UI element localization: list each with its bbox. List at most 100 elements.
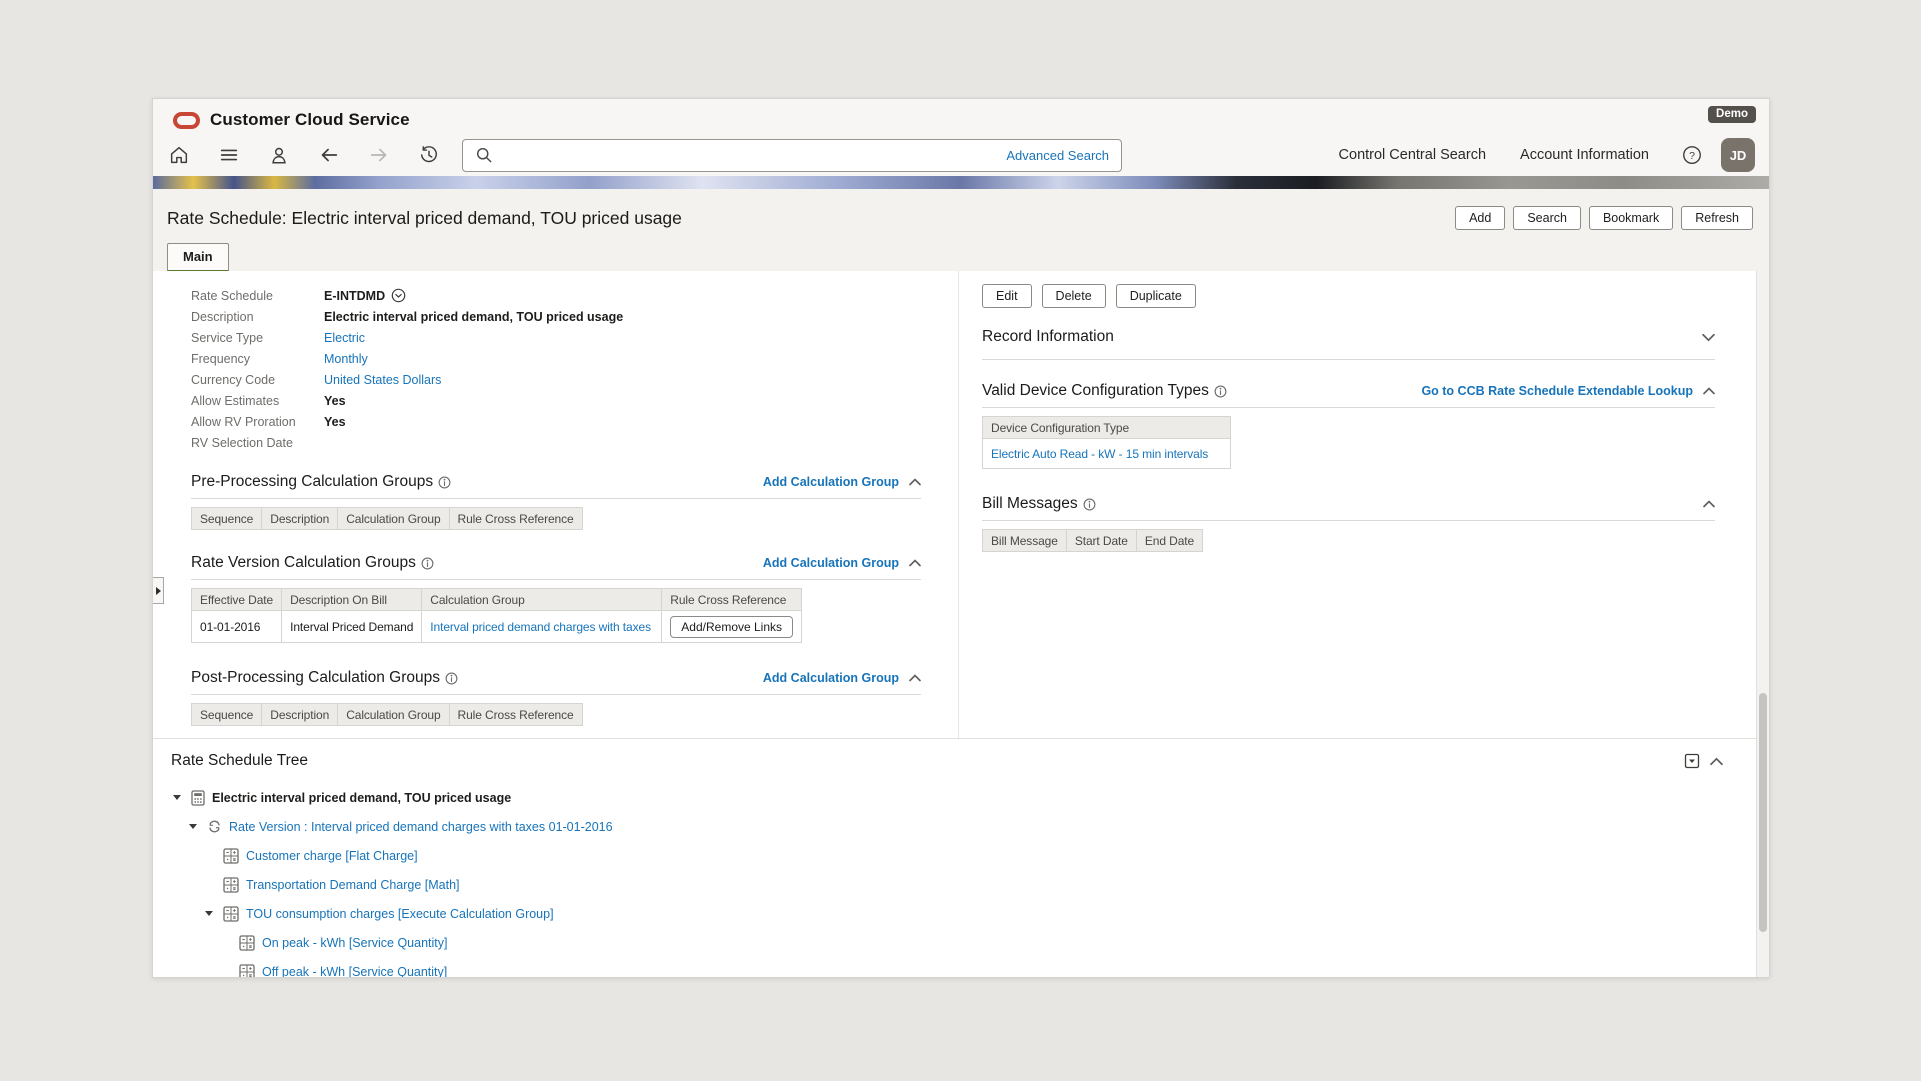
device-config-link[interactable]: Electric Auto Read - kW - 15 min interva… xyxy=(991,446,1209,461)
menu-icon[interactable] xyxy=(217,143,241,167)
tree-node-label[interactable]: Electric interval priced demand, TOU pri… xyxy=(212,790,512,805)
info-icon[interactable] xyxy=(445,672,458,685)
nav-account-information[interactable]: Account Information xyxy=(1520,147,1649,163)
collapse-icon[interactable] xyxy=(1710,757,1723,766)
currency-code-link[interactable]: United States Dollars xyxy=(324,372,442,387)
add-calculation-group-link[interactable]: Add Calculation Group xyxy=(762,475,899,489)
cell-description-on-bill: Interval Priced Demand xyxy=(281,610,423,643)
info-icon[interactable] xyxy=(1083,498,1096,511)
collapse-icon[interactable] xyxy=(909,674,921,682)
calculation-group-link[interactable]: Interval priced demand charges with taxe… xyxy=(430,619,651,634)
caret-down-icon[interactable] xyxy=(173,795,187,800)
collapse-icon[interactable] xyxy=(1703,387,1715,395)
tree-node-label[interactable]: TOU consumption charges [Execute Calcula… xyxy=(246,906,554,921)
collapse-icon[interactable] xyxy=(909,559,921,567)
chevron-down-icon[interactable] xyxy=(1702,333,1715,342)
side-panel-toggle[interactable] xyxy=(153,577,164,604)
column-header: Calculation Group xyxy=(421,588,663,611)
forward-icon[interactable] xyxy=(367,143,391,167)
table-row: Electric Auto Read - kW - 15 min interva… xyxy=(982,438,1231,469)
section-title: Record Information xyxy=(982,328,1114,345)
field-label: Service Type xyxy=(191,330,264,345)
frequency-link[interactable]: Monthly xyxy=(324,351,368,366)
column-header: Calculation Group xyxy=(337,507,450,530)
column-header: Rule Cross Reference xyxy=(661,588,803,611)
add-remove-links-button[interactable]: Add/Remove Links xyxy=(670,615,794,638)
calculator-icon xyxy=(191,789,205,806)
context-menu-icon[interactable] xyxy=(391,288,406,303)
caret-down-icon[interactable] xyxy=(205,911,219,916)
search-button[interactable]: Search xyxy=(1513,206,1581,230)
column-header: Rule Cross Reference xyxy=(448,507,583,530)
column-header: Description On Bill xyxy=(281,588,423,611)
tree-node-label[interactable]: Customer charge [Flat Charge] xyxy=(246,848,418,863)
column-header: Calculation Group xyxy=(337,703,450,726)
add-button[interactable]: Add xyxy=(1455,206,1506,230)
info-icon[interactable] xyxy=(438,476,451,489)
avatar[interactable]: JD xyxy=(1721,138,1755,172)
help-icon[interactable]: ? xyxy=(1681,144,1703,166)
history-icon[interactable] xyxy=(417,143,441,167)
collapse-icon[interactable] xyxy=(1703,500,1715,508)
collapse-icon[interactable] xyxy=(909,478,921,486)
field-value: E-INTDMD xyxy=(324,288,386,303)
bill-messages-table: Bill Message Start Date End Date xyxy=(982,529,1204,552)
column-header: Device Configuration Type xyxy=(982,416,1231,439)
cell-effective-date: 01-01-2016 xyxy=(190,610,283,643)
post-processing-table: Sequence Description Calculation Group R… xyxy=(190,703,583,726)
brand-title: Customer Cloud Service xyxy=(210,110,410,129)
section-rate-version: Rate Version Calculation Groups Add Calc… xyxy=(190,554,921,643)
title-area: Rate Schedule: Electric interval priced … xyxy=(153,189,1769,273)
scrollbar[interactable] xyxy=(1756,271,1769,977)
page-title: Rate Schedule: Electric interval priced … xyxy=(167,207,682,228)
column-header: Bill Message xyxy=(982,529,1067,552)
add-calculation-group-link[interactable]: Add Calculation Group xyxy=(762,671,899,685)
oracle-logo-icon xyxy=(173,111,200,129)
back-icon[interactable] xyxy=(317,143,341,167)
info-icon[interactable] xyxy=(421,557,434,570)
delete-button[interactable]: Delete xyxy=(1041,284,1106,308)
search-input[interactable] xyxy=(501,147,1007,163)
tree-node: Customer charge [Flat Charge] xyxy=(171,841,1769,870)
info-icon[interactable] xyxy=(1214,385,1227,398)
rate-schedule-tree-panel: Rate Schedule Tree Electric interval pri… xyxy=(153,738,1769,978)
column-header: Start Date xyxy=(1065,529,1137,552)
advanced-search-link[interactable]: Advanced Search xyxy=(1006,147,1109,163)
add-calculation-group-link[interactable]: Add Calculation Group xyxy=(762,556,899,570)
details-column: Rate Schedule E-INTDMD Description Elect… xyxy=(153,271,958,738)
calc-rule-icon xyxy=(239,963,255,977)
section-title: Bill Messages xyxy=(982,495,1078,512)
section-title: Valid Device Configuration Types xyxy=(982,382,1209,399)
ccb-lookup-link[interactable]: Go to CCB Rate Schedule Extendable Looku… xyxy=(1421,384,1693,398)
svg-text:?: ? xyxy=(1689,150,1695,162)
caret-down-icon[interactable] xyxy=(189,824,203,829)
field-label: Allow Estimates xyxy=(191,393,280,408)
tab-main[interactable]: Main xyxy=(167,243,229,273)
field-label: RV Selection Date xyxy=(191,435,293,450)
expand-all-icon[interactable] xyxy=(1684,753,1700,769)
service-type-link[interactable]: Electric xyxy=(324,330,365,345)
refresh-button[interactable]: Refresh xyxy=(1681,206,1753,230)
tree-node-label[interactable]: Transportation Demand Charge [Math] xyxy=(246,877,460,892)
tree-node-label[interactable]: Off peak - kWh [Service Quantity] xyxy=(262,964,448,978)
duplicate-button[interactable]: Duplicate xyxy=(1115,284,1196,308)
field-row-rate-schedule: Rate Schedule E-INTDMD xyxy=(191,285,958,306)
profile-icon[interactable] xyxy=(267,143,291,167)
record-actions: Edit Delete Duplicate xyxy=(982,284,1715,308)
device-config-table: Device Configuration Type Electric Auto … xyxy=(982,416,1231,469)
tree-node-label[interactable]: Rate Version : Interval priced demand ch… xyxy=(229,819,613,834)
scrollbar-thumb[interactable] xyxy=(1759,693,1767,932)
tree-title: Rate Schedule Tree xyxy=(171,752,309,769)
tree-node-label[interactable]: On peak - kWh [Service Quantity] xyxy=(262,935,448,950)
nav-control-central-search[interactable]: Control Central Search xyxy=(1338,147,1487,163)
tree-node: TOU consumption charges [Execute Calcula… xyxy=(171,899,1769,928)
field-label: Currency Code xyxy=(191,372,276,387)
section-bill-messages: Bill Messages xyxy=(982,495,1715,521)
field-row-allow-rv-proration: Allow RV Proration Yes xyxy=(191,411,958,432)
field-value: Yes xyxy=(324,393,346,408)
calc-rule-icon xyxy=(223,876,239,893)
home-icon[interactable] xyxy=(167,143,191,167)
edit-button[interactable]: Edit xyxy=(982,284,1032,308)
bookmark-button[interactable]: Bookmark xyxy=(1588,206,1674,230)
